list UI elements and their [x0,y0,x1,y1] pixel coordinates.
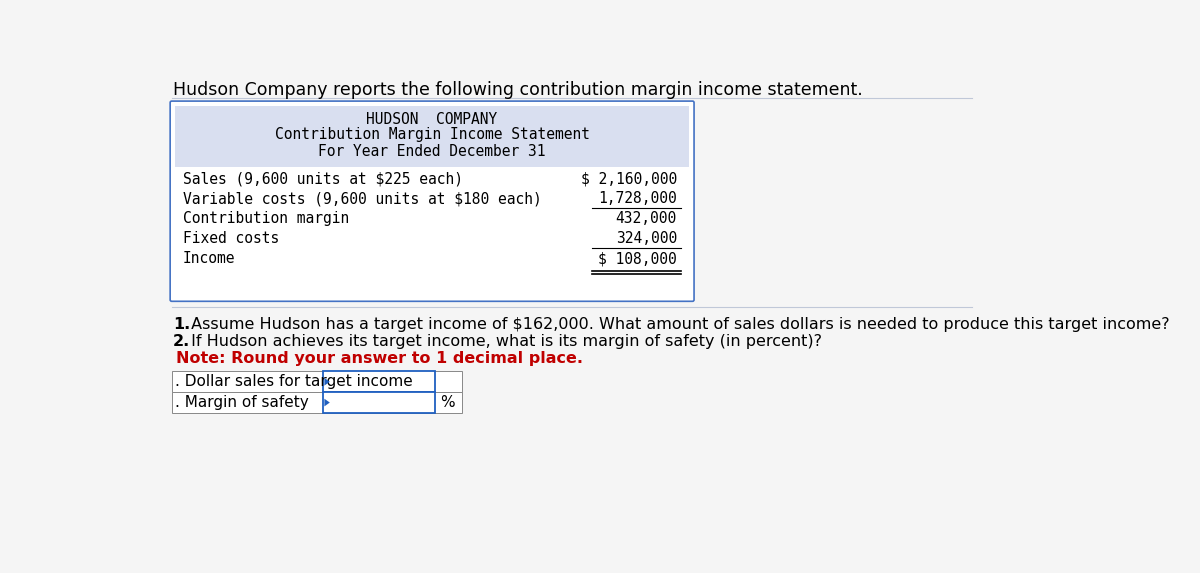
Text: Fixed costs: Fixed costs [182,231,278,246]
FancyBboxPatch shape [170,101,694,301]
Text: $ 108,000: $ 108,000 [599,252,677,266]
Text: HUDSON  COMPANY: HUDSON COMPANY [366,112,498,127]
Text: Assume Hudson has a target income of $162,000. What amount of sales dollars is n: Assume Hudson has a target income of $16… [186,317,1169,332]
Text: . Margin of safety: . Margin of safety [175,395,308,410]
Text: 1,728,000: 1,728,000 [599,191,677,206]
Text: If Hudson achieves its target income, what is its margin of safety (in percent)?: If Hudson achieves its target income, wh… [186,333,822,348]
Text: For Year Ended December 31: For Year Ended December 31 [318,144,546,159]
Bar [323,392,436,413]
Text: Sales (9,600 units at $225 each): Sales (9,600 units at $225 each) [182,171,462,186]
Text: 432,000: 432,000 [616,211,677,226]
Text: Note: Round your answer to 1 decimal place.: Note: Round your answer to 1 decimal pla… [176,351,583,366]
Bar [172,371,462,392]
Text: Hudson Company reports the following contribution margin income statement.: Hudson Company reports the following con… [173,81,863,99]
Polygon shape [324,378,330,386]
Text: 1.: 1. [173,317,191,332]
Text: 324,000: 324,000 [616,231,677,246]
Bar [175,106,690,167]
Text: Income: Income [182,252,235,266]
Text: $ 2,160,000: $ 2,160,000 [581,171,677,186]
Bar [172,392,462,413]
Bar [323,371,436,392]
Text: Variable costs (9,600 units at $180 each): Variable costs (9,600 units at $180 each… [182,191,541,206]
Text: . Dollar sales for target income: . Dollar sales for target income [175,374,413,389]
Text: Contribution Margin Income Statement: Contribution Margin Income Statement [275,127,589,142]
Polygon shape [324,399,330,406]
Text: Contribution margin: Contribution margin [182,211,349,226]
Text: 2.: 2. [173,333,191,348]
Text: %: % [440,395,455,410]
